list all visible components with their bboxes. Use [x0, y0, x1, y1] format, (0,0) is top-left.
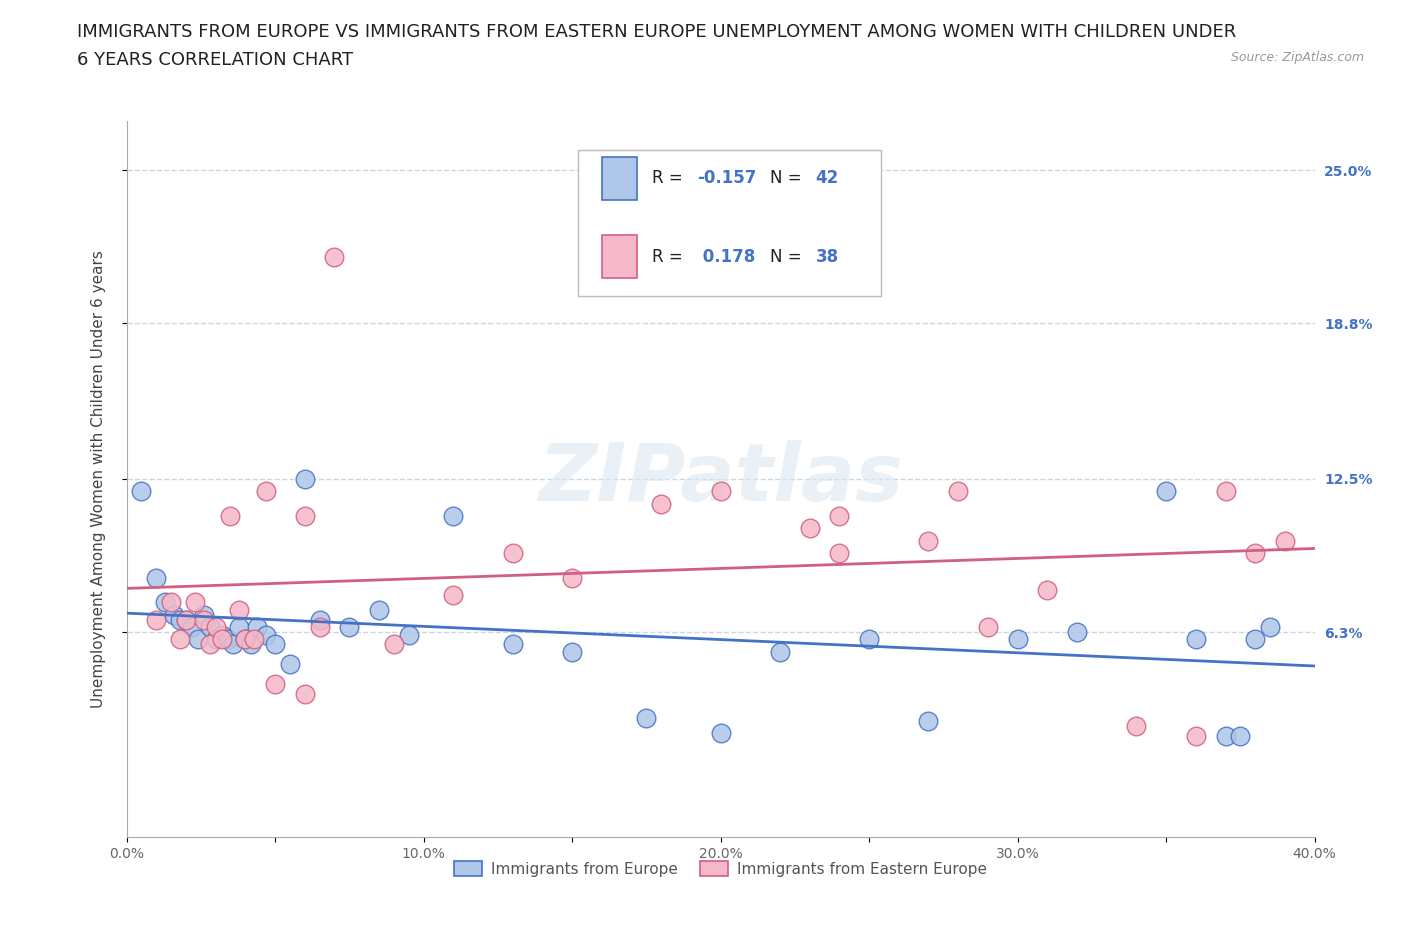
Point: [977, 619, 1000, 634]
Point: [254, 484, 277, 498]
Point: [1215, 484, 1237, 498]
Point: [382, 637, 405, 652]
Point: [323, 249, 346, 264]
Point: [1007, 632, 1029, 647]
Legend: Immigrants from Europe, Immigrants from Eastern Europe: Immigrants from Europe, Immigrants from …: [449, 856, 993, 884]
Point: [1184, 728, 1206, 743]
Point: [1066, 625, 1088, 640]
Point: [211, 632, 233, 647]
Point: [858, 632, 880, 647]
Text: Source: ZipAtlas.com: Source: ZipAtlas.com: [1230, 51, 1364, 64]
Point: [193, 607, 215, 622]
Point: [1036, 582, 1059, 597]
Point: [294, 472, 316, 486]
Point: [650, 261, 672, 276]
FancyBboxPatch shape: [578, 150, 882, 297]
Point: [153, 595, 176, 610]
Point: [160, 595, 183, 610]
Point: [169, 612, 191, 627]
Point: [240, 637, 263, 652]
Point: [799, 521, 821, 536]
Point: [180, 619, 202, 634]
Point: [1184, 632, 1206, 647]
Point: [228, 619, 250, 634]
Text: N =: N =: [770, 169, 807, 187]
Point: [211, 627, 233, 642]
Point: [145, 570, 167, 585]
Point: [174, 612, 197, 627]
Text: N =: N =: [770, 248, 807, 266]
Point: [294, 686, 316, 701]
Text: R =: R =: [651, 248, 688, 266]
Point: [204, 619, 226, 634]
Point: [264, 676, 287, 691]
Point: [1154, 484, 1177, 498]
Point: [243, 632, 266, 647]
Point: [561, 570, 583, 585]
Point: [278, 657, 301, 671]
Point: [398, 627, 420, 642]
Point: [917, 713, 939, 728]
Point: [308, 619, 330, 634]
Point: [1229, 728, 1251, 743]
Point: [828, 546, 851, 561]
Point: [217, 632, 239, 647]
Point: [502, 546, 524, 561]
Point: [368, 603, 391, 618]
Point: [1274, 533, 1296, 548]
Point: [163, 607, 186, 622]
Point: [246, 619, 269, 634]
Point: [337, 619, 360, 634]
Point: [1244, 546, 1267, 561]
Point: [198, 637, 221, 652]
Bar: [602, 156, 637, 200]
Point: [145, 612, 167, 627]
Bar: [602, 235, 637, 278]
Point: [228, 603, 250, 618]
Point: [294, 509, 316, 524]
Point: [184, 595, 207, 610]
Point: [219, 509, 242, 524]
Point: [441, 509, 464, 524]
Point: [1215, 728, 1237, 743]
Text: ZIPatlas: ZIPatlas: [538, 440, 903, 518]
Text: R =: R =: [651, 169, 688, 187]
Point: [769, 644, 792, 659]
Point: [254, 627, 277, 642]
Point: [198, 619, 221, 634]
Point: [308, 612, 330, 627]
Y-axis label: Unemployment Among Women with Children Under 6 years: Unemployment Among Women with Children U…: [91, 250, 105, 708]
Text: IMMIGRANTS FROM EUROPE VS IMMIGRANTS FROM EASTERN EUROPE UNEMPLOYMENT AMONG WOME: IMMIGRANTS FROM EUROPE VS IMMIGRANTS FRO…: [77, 23, 1237, 41]
Point: [710, 484, 733, 498]
Point: [441, 588, 464, 603]
Text: 6 YEARS CORRELATION CHART: 6 YEARS CORRELATION CHART: [77, 51, 353, 69]
Point: [222, 637, 245, 652]
Point: [131, 484, 153, 498]
Point: [204, 632, 226, 647]
Text: -0.157: -0.157: [697, 169, 756, 187]
Text: 0.178: 0.178: [697, 248, 755, 266]
Point: [828, 509, 851, 524]
Point: [1125, 719, 1147, 734]
Point: [233, 632, 257, 647]
Point: [187, 632, 209, 647]
Point: [264, 637, 287, 652]
Point: [710, 725, 733, 740]
Point: [174, 612, 197, 627]
Text: 38: 38: [815, 248, 839, 266]
Point: [502, 637, 524, 652]
Point: [169, 632, 191, 647]
Point: [233, 632, 257, 647]
Point: [917, 533, 939, 548]
Text: 42: 42: [815, 169, 839, 187]
Point: [1244, 632, 1267, 647]
Point: [561, 644, 583, 659]
Point: [650, 497, 672, 512]
Point: [636, 711, 658, 726]
Point: [193, 612, 215, 627]
Point: [1258, 619, 1281, 634]
Point: [948, 484, 970, 498]
